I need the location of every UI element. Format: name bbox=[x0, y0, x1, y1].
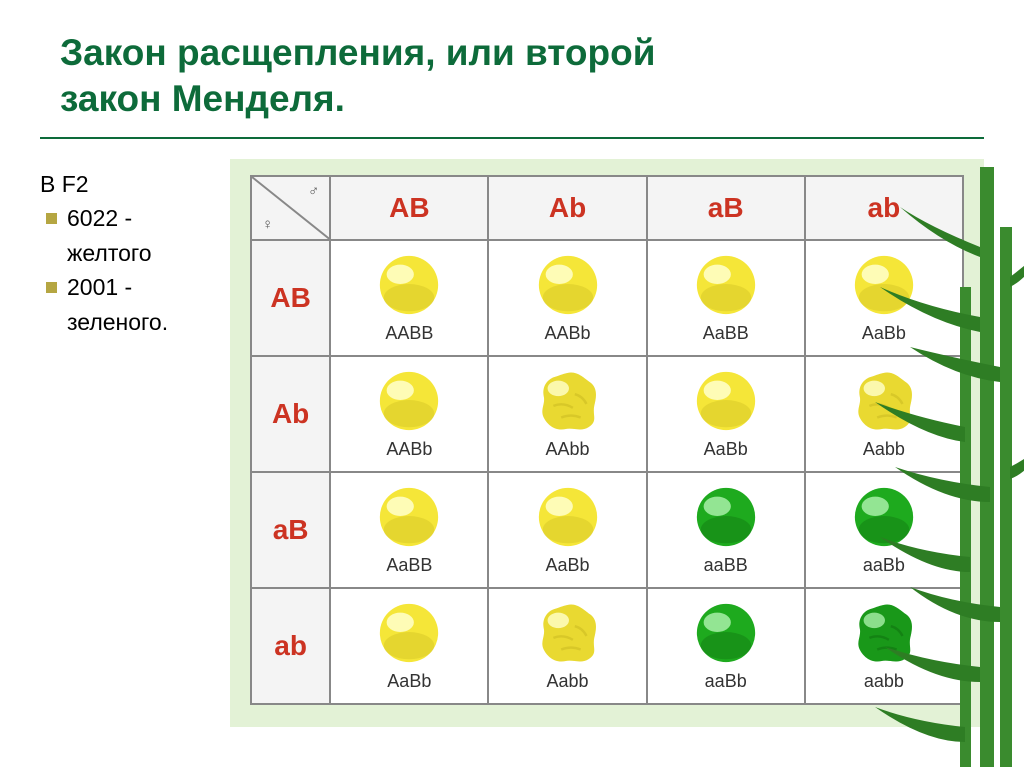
cell-3-3: aabb bbox=[805, 588, 963, 704]
genotype-label: aaBb bbox=[863, 555, 905, 576]
title-line-1: Закон расщепления, или второй bbox=[60, 32, 655, 73]
row-header-aB: aB bbox=[251, 472, 330, 588]
col-header-AB: AB bbox=[330, 176, 488, 240]
side-item-2: 2001 - bbox=[40, 270, 210, 305]
row-header-Ab: Ab bbox=[251, 356, 330, 472]
col-header-Ab: Ab bbox=[488, 176, 646, 240]
cell-0-3: AaBb bbox=[805, 240, 963, 356]
cell-2-2: aaBB bbox=[647, 472, 805, 588]
row-Ab: Ab AABb A bbox=[251, 356, 963, 472]
cell-2-3: aaBb bbox=[805, 472, 963, 588]
cell-0-2: AaBB bbox=[647, 240, 805, 356]
genotype-label: AAbb bbox=[545, 439, 589, 460]
genotype-label: AaBb bbox=[545, 555, 589, 576]
genotype-label: aabb bbox=[864, 671, 904, 692]
genotype-label: AaBB bbox=[703, 323, 749, 344]
cell-1-3: Aabb bbox=[805, 356, 963, 472]
cell-3-1: Aabb bbox=[488, 588, 646, 704]
genotype-label: AaBb bbox=[862, 323, 906, 344]
side-item-1: 6022 - желтого bbox=[40, 201, 210, 270]
cell-2-1: AaBb bbox=[488, 472, 646, 588]
row-header-AB: AB bbox=[251, 240, 330, 356]
genotype-label: AABb bbox=[386, 439, 432, 460]
content-row: В F2 6022 - желтого 2001 - зеленого. ♂ bbox=[40, 159, 984, 727]
punnett-container: ♂ ♀ AB Ab aB ab AB bbox=[230, 159, 984, 727]
cell-0-1: AABb bbox=[488, 240, 646, 356]
genotype-label: AABB bbox=[385, 323, 433, 344]
genotype-label: AaBb bbox=[387, 671, 431, 692]
side-heading: В F2 bbox=[40, 167, 210, 202]
genotype-label: AaBb bbox=[704, 439, 748, 460]
female-symbol: ♀ bbox=[262, 216, 273, 233]
genotype-label: Aabb bbox=[546, 671, 588, 692]
corner-cell: ♂ ♀ bbox=[251, 176, 330, 240]
punnett-square: ♂ ♀ AB Ab aB ab AB bbox=[250, 175, 964, 705]
cell-3-2: aaBb bbox=[647, 588, 805, 704]
side-item-1-txt: желтого bbox=[67, 240, 152, 266]
bullet-icon bbox=[46, 282, 57, 293]
cell-3-0: AaBb bbox=[330, 588, 488, 704]
row-aB: aB AaBB bbox=[251, 472, 963, 588]
cell-1-2: AaBb bbox=[647, 356, 805, 472]
row-ab: ab AaBb A bbox=[251, 588, 963, 704]
title-line-2: закон Менделя. bbox=[60, 78, 345, 119]
male-symbol: ♂ bbox=[308, 183, 319, 200]
cell-1-0: AABb bbox=[330, 356, 488, 472]
slide: Закон расщепления, или второй закон Менд… bbox=[0, 0, 1024, 767]
cell-0-0: AABB bbox=[330, 240, 488, 356]
side-item-2-txt: зеленого. bbox=[40, 305, 210, 340]
row-header-ab: ab bbox=[251, 588, 330, 704]
col-header-aB: aB bbox=[647, 176, 805, 240]
side-item-2-num: 2001 - bbox=[67, 270, 132, 305]
slide-title: Закон расщепления, или второй закон Менд… bbox=[40, 20, 984, 137]
genotype-label: AABb bbox=[545, 323, 591, 344]
genotype-label: aaBb bbox=[705, 671, 747, 692]
genotype-label: aaBB bbox=[704, 555, 748, 576]
title-underline bbox=[40, 137, 984, 139]
side-text: В F2 6022 - желтого 2001 - зеленого. bbox=[40, 159, 210, 727]
cell-2-0: AaBB bbox=[330, 472, 488, 588]
side-item-1-num: 6022 - bbox=[67, 205, 132, 231]
row-AB: AB AABB bbox=[251, 240, 963, 356]
bullet-icon bbox=[46, 213, 57, 224]
genotype-label: AaBB bbox=[386, 555, 432, 576]
col-header-ab: ab bbox=[805, 176, 963, 240]
cell-1-1: AAbb bbox=[488, 356, 646, 472]
genotype-label: Aabb bbox=[863, 439, 905, 460]
